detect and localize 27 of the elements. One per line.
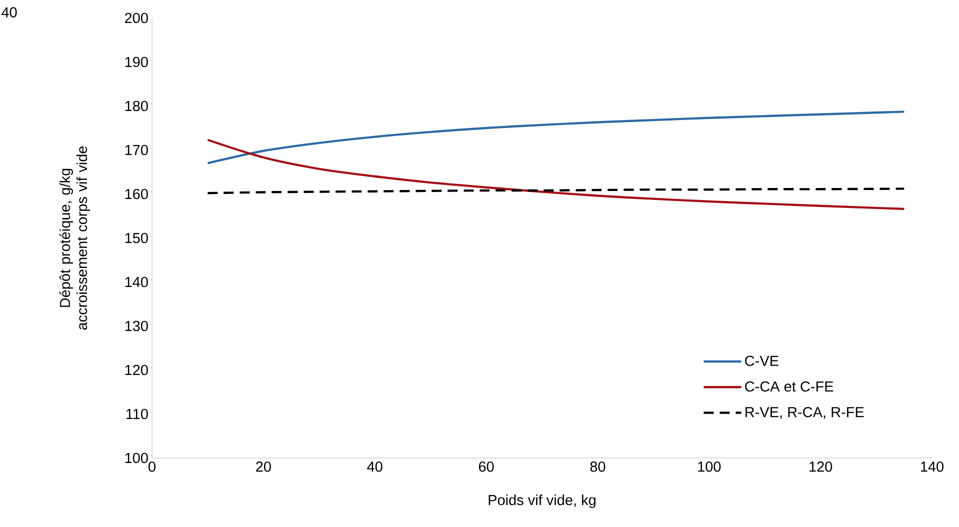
x-tick-label: 20 — [256, 462, 271, 472]
y-tick-label: 120 — [125, 364, 148, 376]
y-axis-title: Dépôt protéique, g/kg accroissement corps vif vide — [59, 146, 90, 330]
y-tick-label: 100 — [125, 452, 148, 464]
line-series — [206, 110, 906, 164]
y-tick-label: 190 — [125, 56, 148, 68]
line-series — [206, 138, 906, 210]
x-axis-title: Poids vif vide, kg — [488, 494, 596, 508]
y-tick-label: 160 — [125, 188, 148, 200]
y-tick-label: 170 — [125, 144, 148, 156]
x-tick-label: 120 — [810, 462, 832, 472]
x-tick-label: 0 — [148, 462, 156, 472]
x-tick-label: 100 — [698, 462, 721, 472]
y-tick-label: 110 — [126, 408, 148, 420]
text: 40 — [2, 7, 17, 18]
y-tick-label: 150 — [125, 232, 148, 244]
legend-label: C-VE — [745, 356, 778, 366]
x-tick-label: 140 — [920, 462, 944, 472]
y-tick-label: 180 — [125, 100, 148, 112]
legend-label: C-CA et C-FE — [745, 381, 834, 392]
legend-label: R-VE, R-CA, R-FE — [746, 406, 864, 419]
y-tick-label: 130 — [125, 320, 148, 332]
x-tick-label: 40 — [367, 462, 382, 472]
x-tick-label: 60 — [478, 462, 494, 472]
y-tick-label: 200 — [125, 12, 148, 24]
y-tick-label: 140 — [125, 276, 148, 288]
x-tick-label: 80 — [590, 462, 606, 472]
